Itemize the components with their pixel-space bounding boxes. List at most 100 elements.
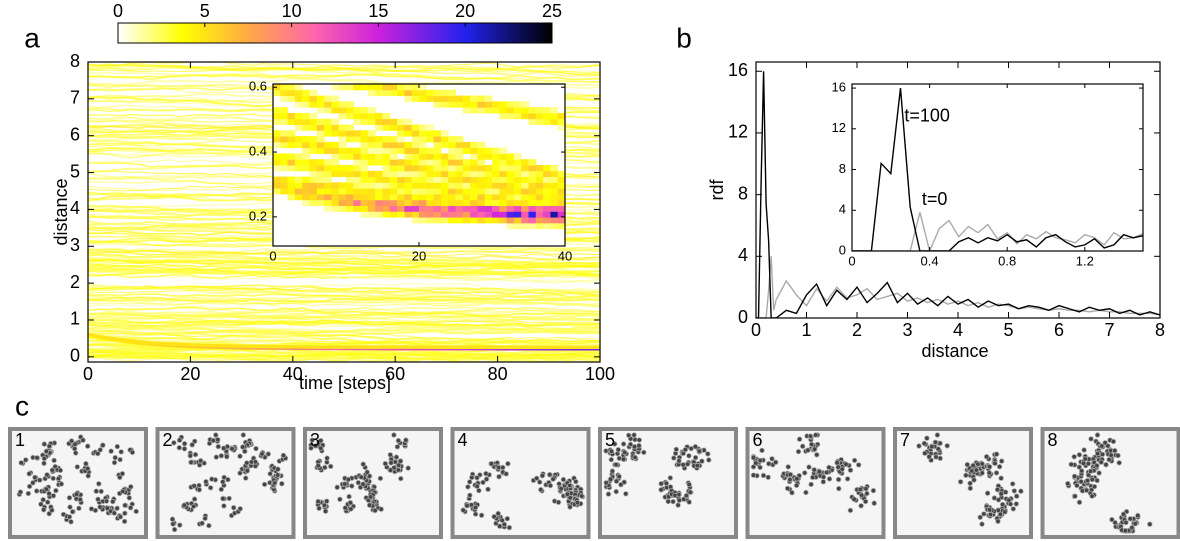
particle bbox=[627, 441, 634, 448]
heat-cell bbox=[294, 101, 303, 108]
particle bbox=[995, 497, 1002, 503]
particle bbox=[226, 495, 232, 502]
heat-cell bbox=[448, 199, 456, 206]
heat-cell bbox=[470, 176, 478, 183]
heat-cell bbox=[375, 136, 383, 143]
heat-cell bbox=[338, 153, 347, 160]
particle bbox=[74, 464, 80, 470]
heat-cell bbox=[492, 193, 500, 201]
heat-cell bbox=[287, 84, 296, 91]
particle bbox=[46, 511, 52, 517]
heat-streak bbox=[88, 268, 600, 276]
heat-cell bbox=[506, 217, 515, 224]
particle bbox=[810, 474, 816, 481]
particle bbox=[963, 472, 969, 478]
particle bbox=[863, 486, 869, 492]
particle bbox=[705, 451, 711, 457]
heat-cell bbox=[360, 211, 369, 218]
particle bbox=[261, 481, 268, 488]
particle bbox=[1106, 456, 1112, 463]
particle bbox=[349, 483, 355, 489]
particle bbox=[672, 492, 678, 499]
heat-cell bbox=[360, 159, 369, 166]
particle bbox=[472, 504, 479, 511]
particle bbox=[388, 460, 394, 466]
y-tick-label: 8 bbox=[70, 51, 80, 71]
heat-cell bbox=[331, 130, 340, 137]
particle bbox=[169, 516, 176, 522]
heat-cell bbox=[470, 199, 478, 206]
heat-cell bbox=[557, 211, 565, 218]
heat-cell bbox=[477, 153, 486, 160]
heat-cell bbox=[324, 141, 332, 149]
heat-cell bbox=[294, 182, 303, 189]
particle bbox=[607, 476, 614, 482]
heat-cell bbox=[389, 193, 398, 201]
heat-cell bbox=[440, 205, 449, 212]
particle bbox=[984, 490, 991, 496]
particle bbox=[26, 471, 32, 477]
particle bbox=[57, 467, 64, 474]
heat-cell bbox=[535, 205, 544, 212]
particle bbox=[1011, 488, 1017, 494]
heat-streak bbox=[88, 258, 600, 267]
particle bbox=[555, 499, 562, 505]
heat-cell bbox=[338, 112, 347, 120]
particle bbox=[1072, 493, 1078, 499]
heat-cell bbox=[433, 101, 442, 108]
particle bbox=[367, 494, 374, 500]
particle bbox=[567, 495, 573, 501]
particle bbox=[612, 441, 618, 447]
heat-cell bbox=[338, 188, 347, 195]
heat-cell bbox=[287, 165, 296, 172]
heat-cell bbox=[528, 170, 537, 178]
particle bbox=[816, 469, 822, 475]
heat-cell bbox=[455, 170, 464, 178]
heat-cell bbox=[294, 89, 303, 97]
heat-cell bbox=[470, 217, 478, 224]
particle bbox=[682, 446, 689, 453]
snapshot: 1 bbox=[8, 427, 148, 539]
heat-cell bbox=[273, 136, 281, 143]
particle bbox=[1094, 450, 1101, 457]
particle bbox=[209, 476, 215, 482]
particle bbox=[190, 503, 197, 510]
heat-streak bbox=[88, 77, 600, 87]
y-tick-label: 16 bbox=[728, 60, 748, 80]
panel-label: b bbox=[676, 22, 692, 53]
particle bbox=[613, 478, 620, 484]
particle bbox=[1087, 468, 1094, 474]
heat-cell bbox=[397, 147, 405, 154]
particle bbox=[267, 471, 273, 477]
heat-cell bbox=[367, 118, 376, 125]
particle bbox=[1132, 521, 1138, 527]
annotation: t=100 bbox=[904, 105, 950, 125]
heat-cell bbox=[433, 193, 442, 201]
particle bbox=[117, 514, 124, 520]
particle bbox=[23, 457, 29, 463]
heat-streak bbox=[88, 332, 600, 342]
heat-cell bbox=[477, 199, 486, 206]
heat-cell bbox=[411, 124, 420, 131]
snapshot: 5 bbox=[598, 427, 738, 539]
heat-cell bbox=[360, 84, 369, 91]
particle bbox=[49, 507, 55, 513]
particle bbox=[242, 475, 249, 481]
particle bbox=[126, 495, 132, 501]
heat-cell bbox=[294, 124, 303, 131]
heat-cell bbox=[477, 147, 486, 154]
heat-cell bbox=[455, 205, 464, 212]
heat-cell bbox=[346, 136, 354, 143]
heat-cell bbox=[440, 101, 449, 108]
particle bbox=[40, 497, 46, 503]
particle bbox=[395, 467, 401, 473]
heat-cell bbox=[382, 159, 391, 166]
heat-cell bbox=[375, 205, 383, 212]
snapshot-label: 5 bbox=[605, 430, 615, 450]
heat-cell bbox=[411, 130, 420, 137]
heat-cell bbox=[287, 188, 296, 195]
particle bbox=[224, 454, 230, 460]
heat-cell bbox=[331, 124, 340, 131]
heat-cell bbox=[535, 199, 544, 206]
heat-cell bbox=[521, 193, 529, 201]
